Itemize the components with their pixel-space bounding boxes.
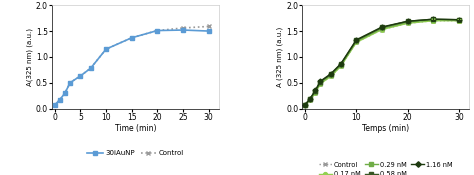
0.29 nM: [405, 21, 410, 23]
0.29 nM: [312, 91, 318, 93]
1.16 nM: [338, 62, 344, 65]
Control: [78, 75, 83, 77]
1.16 nM: [379, 26, 385, 28]
0.29 nM: [318, 82, 323, 84]
Line: 0.29 nM: 0.29 nM: [303, 18, 461, 107]
1.16 nM: [354, 39, 359, 41]
0.17 nM: [430, 20, 436, 22]
Y-axis label: A (325 nm) (a.u.): A (325 nm) (a.u.): [277, 27, 283, 87]
Y-axis label: A(325 nm) (a.u.): A(325 nm) (a.u.): [27, 28, 33, 86]
30iAuNP: [88, 67, 93, 69]
Line: Control: Control: [52, 24, 211, 107]
0.17 nM: [307, 99, 313, 101]
Control: [379, 29, 385, 31]
1.16 nM: [312, 89, 318, 92]
1.16 nM: [307, 98, 313, 100]
0.58 nM: [354, 39, 359, 41]
0.17 nM: [302, 104, 308, 106]
0.58 nM: [302, 104, 308, 106]
0.58 nM: [328, 73, 334, 75]
30iAuNP: [155, 30, 160, 32]
Line: 30iAuNP: 30iAuNP: [53, 28, 211, 107]
Control: [312, 92, 318, 94]
Control: [52, 104, 57, 106]
30iAuNP: [67, 82, 73, 84]
0.29 nM: [302, 104, 308, 106]
0.29 nM: [307, 98, 313, 100]
0.17 nM: [328, 75, 334, 78]
X-axis label: Temps (min): Temps (min): [362, 124, 410, 134]
Line: 0.58 nM: 0.58 nM: [303, 18, 461, 107]
Control: [302, 104, 308, 106]
Control: [405, 22, 410, 24]
1.16 nM: [318, 80, 323, 82]
Control: [430, 20, 436, 22]
0.58 nM: [318, 81, 323, 83]
Control: [62, 92, 68, 94]
0.58 nM: [307, 98, 313, 100]
Legend: 30iAuNP, Control: 30iAuNP, Control: [84, 147, 187, 159]
0.58 nM: [379, 26, 385, 29]
0.17 nM: [405, 22, 410, 24]
Control: [328, 75, 334, 78]
1.16 nM: [456, 19, 462, 21]
0.17 nM: [456, 20, 462, 22]
1.16 nM: [302, 104, 308, 106]
0.17 nM: [312, 92, 318, 94]
Legend: Control, 0.17 nM, 0.29 nM, 0.58 nM, 1.16 nM: Control, 0.17 nM, 0.29 nM, 0.58 nM, 1.16…: [316, 159, 456, 175]
0.29 nM: [328, 74, 334, 76]
Control: [338, 65, 344, 67]
Control: [57, 99, 63, 101]
1.16 nM: [430, 18, 436, 20]
0.17 nM: [379, 29, 385, 31]
Control: [206, 25, 211, 27]
0.29 nM: [379, 27, 385, 30]
1.16 nM: [328, 73, 334, 75]
30iAuNP: [78, 75, 83, 77]
0.17 nM: [318, 83, 323, 85]
0.29 nM: [430, 19, 436, 21]
Line: Control: Control: [303, 19, 461, 107]
Control: [318, 83, 323, 85]
Control: [307, 99, 313, 101]
30iAuNP: [129, 37, 135, 39]
0.29 nM: [456, 19, 462, 21]
1.16 nM: [405, 20, 410, 22]
Control: [129, 37, 135, 39]
0.58 nM: [312, 90, 318, 92]
Control: [354, 41, 359, 43]
Line: 0.17 nM: 0.17 nM: [303, 19, 461, 107]
X-axis label: Time (min): Time (min): [115, 124, 156, 134]
Control: [103, 48, 109, 50]
Control: [180, 27, 186, 29]
0.17 nM: [354, 41, 359, 43]
Line: 1.16 nM: 1.16 nM: [303, 18, 461, 107]
30iAuNP: [180, 29, 186, 31]
0.58 nM: [405, 20, 410, 22]
Control: [155, 30, 160, 32]
30iAuNP: [206, 30, 211, 32]
0.58 nM: [456, 19, 462, 21]
0.29 nM: [338, 64, 344, 66]
0.58 nM: [338, 63, 344, 65]
0.58 nM: [430, 18, 436, 20]
0.29 nM: [354, 40, 359, 42]
Control: [88, 67, 93, 69]
30iAuNP: [57, 99, 63, 101]
30iAuNP: [52, 104, 57, 106]
30iAuNP: [103, 48, 109, 50]
0.17 nM: [338, 65, 344, 67]
Control: [67, 82, 73, 84]
30iAuNP: [62, 92, 68, 94]
Control: [456, 20, 462, 22]
